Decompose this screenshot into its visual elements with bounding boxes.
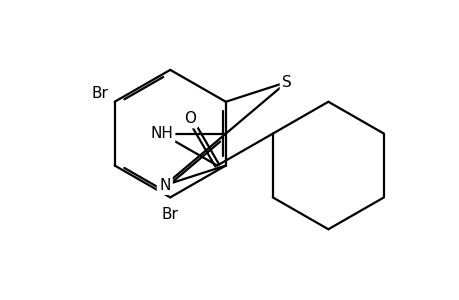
Text: N: N bbox=[159, 178, 170, 193]
Text: O: O bbox=[184, 111, 196, 126]
Text: Br: Br bbox=[91, 86, 108, 101]
Text: Br: Br bbox=[162, 207, 178, 222]
Text: NH: NH bbox=[150, 126, 173, 141]
Text: S: S bbox=[281, 75, 291, 90]
